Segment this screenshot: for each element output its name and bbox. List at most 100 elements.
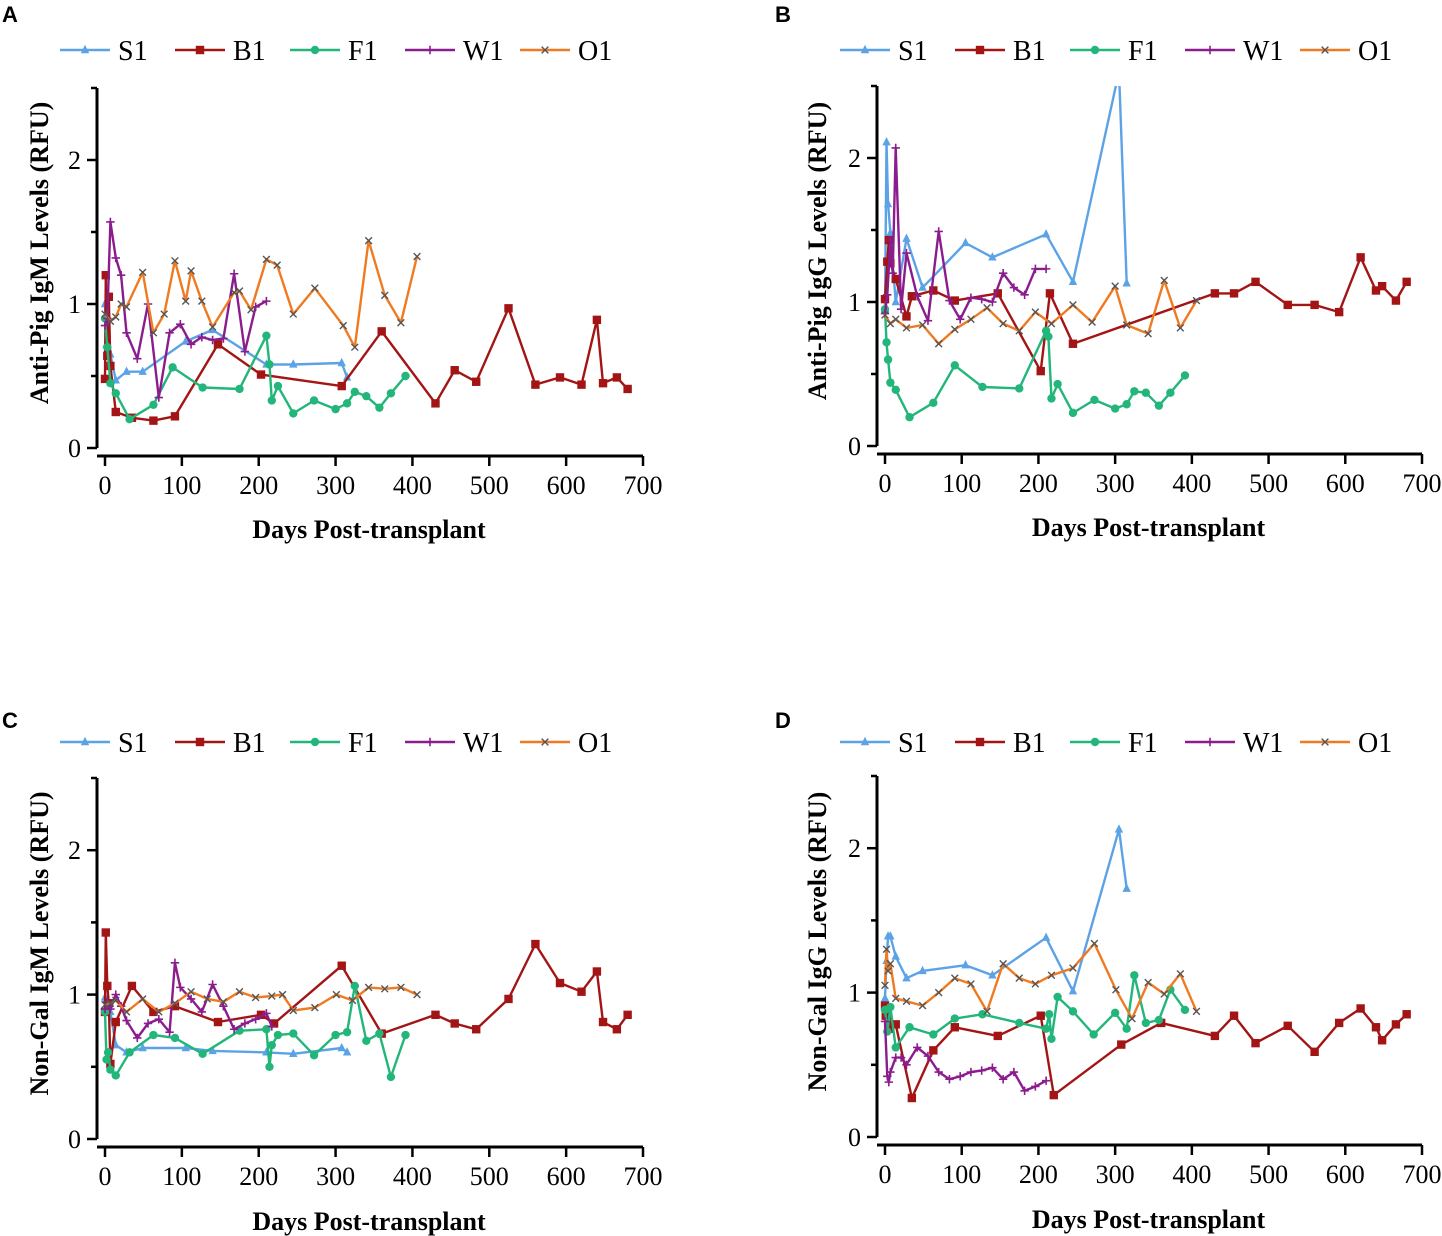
data-point-W1 <box>955 315 965 324</box>
data-point-S1 <box>337 1042 346 1052</box>
data-point-O1 <box>918 321 927 329</box>
data-point-B1 <box>598 379 608 388</box>
legend-item-F1: F1 <box>290 728 378 759</box>
data-point-F1 <box>978 1010 987 1019</box>
legend-item-O1: O1 <box>520 36 612 67</box>
data-point-F1 <box>289 1029 298 1038</box>
data-point-W1 <box>197 332 207 342</box>
legend-item-B1: B1 <box>955 728 1046 759</box>
data-point-S1 <box>988 252 997 261</box>
x-tick-label: 0 <box>99 1162 112 1191</box>
data-point-F1 <box>1044 1010 1054 1019</box>
y-tick-label: 0 <box>68 1125 81 1154</box>
data-point-O1 <box>934 339 943 348</box>
data-point-S1 <box>891 951 900 960</box>
legend-label: O1 <box>1358 728 1392 759</box>
data-point-S1 <box>886 931 895 940</box>
data-point-F1 <box>1110 1008 1120 1018</box>
series-line-B1 <box>883 238 1408 373</box>
data-point-B1 <box>555 978 565 988</box>
y-tick-label: 2 <box>68 836 81 865</box>
data-point-B1 <box>577 987 586 996</box>
data-point-B1 <box>612 1025 622 1034</box>
x-tick-label: 100 <box>942 1160 981 1189</box>
legend-item-F1: F1 <box>1070 728 1158 759</box>
legend-item-W1: W1 <box>1185 728 1283 759</box>
data-point-W1 <box>998 1075 1008 1084</box>
data-point-F1 <box>309 396 319 405</box>
legend-item-O1: O1 <box>1300 36 1392 67</box>
data-point-F1 <box>905 1023 914 1032</box>
series-line-F1 <box>103 318 407 421</box>
data-point-B1 <box>612 373 622 382</box>
legend-label: W1 <box>463 728 503 759</box>
data-point-F1 <box>1110 404 1120 413</box>
data-point-W1 <box>240 1019 250 1028</box>
legend-marker <box>975 45 985 55</box>
panel-A: A 0 1 2 0 100 200 300 400 500 600 700 Days Post-tran… <box>2 2 663 544</box>
data-point-S1 <box>138 1042 147 1052</box>
data-point-F1 <box>170 1033 180 1043</box>
data-point-O1 <box>999 319 1007 328</box>
series-line-O1 <box>104 986 418 1014</box>
data-point-W1 <box>176 319 185 329</box>
data-point-F1 <box>1015 384 1024 393</box>
data-point-W1 <box>219 1001 228 1011</box>
data-point-F1 <box>386 1072 396 1082</box>
data-point-O1 <box>380 291 389 300</box>
data-point-O1 <box>1088 318 1096 327</box>
data-point-O1 <box>1192 1007 1201 1016</box>
data-point-F1 <box>125 415 134 424</box>
data-point-S1 <box>1068 276 1078 286</box>
data-point-O1 <box>1192 296 1201 305</box>
legend-label: O1 <box>1358 36 1392 67</box>
legend-marker <box>1090 45 1100 55</box>
data-point-S1 <box>891 296 900 306</box>
legend-marker <box>860 44 870 54</box>
data-point-F1 <box>262 331 271 340</box>
data-point-O1 <box>1090 939 1099 948</box>
data-point-W1 <box>122 1016 131 1025</box>
data-point-O1 <box>999 959 1007 968</box>
data-point-B1 <box>592 315 602 325</box>
legend-marker <box>425 45 435 55</box>
data-point-S1 <box>902 972 911 982</box>
data-point-O1 <box>397 983 405 992</box>
data-point-W1 <box>883 290 892 299</box>
data-point-W1 <box>176 983 185 992</box>
panel-B: B 0 1 2 0 100 200 300 400 500 600 700 Days Post-tran… <box>775 2 1442 542</box>
data-point-O1 <box>967 315 975 324</box>
data-point-B1 <box>950 296 960 305</box>
data-point-F1 <box>103 1048 113 1057</box>
data-point-B1 <box>213 1017 223 1027</box>
data-point-S1 <box>880 993 890 1002</box>
data-point-F1 <box>886 378 895 387</box>
y-tick-label: 1 <box>68 290 81 319</box>
data-point-W1 <box>111 253 120 263</box>
x-tick-label: 200 <box>1019 1160 1058 1189</box>
data-point-O1 <box>154 1008 163 1016</box>
data-point-B1 <box>111 407 120 417</box>
data-point-B1 <box>504 304 513 313</box>
data-point-O1 <box>1160 276 1169 285</box>
data-point-O1 <box>881 981 889 990</box>
data-point-B1 <box>1229 1011 1239 1020</box>
data-point-B1 <box>472 377 481 386</box>
data-point-F1 <box>905 413 914 422</box>
data-point-O1 <box>106 317 115 326</box>
y-tick-label: 2 <box>848 144 861 173</box>
legend-label: S1 <box>118 36 148 67</box>
legend-item-B1: B1 <box>955 36 1046 67</box>
data-point-F1 <box>1047 1034 1056 1044</box>
data-point-O1 <box>160 310 169 318</box>
data-point-B1 <box>929 1046 938 1055</box>
data-point-O1 <box>881 311 889 319</box>
x-tick-label: 0 <box>879 469 892 498</box>
data-point-W1 <box>240 347 250 356</box>
x-tick-label: 400 <box>393 471 432 500</box>
data-point-F1 <box>375 403 384 412</box>
legend-item-B1: B1 <box>175 728 266 759</box>
data-point-O1 <box>122 303 131 311</box>
x-tick-label: 700 <box>1403 469 1442 498</box>
data-point-W1 <box>262 296 271 306</box>
